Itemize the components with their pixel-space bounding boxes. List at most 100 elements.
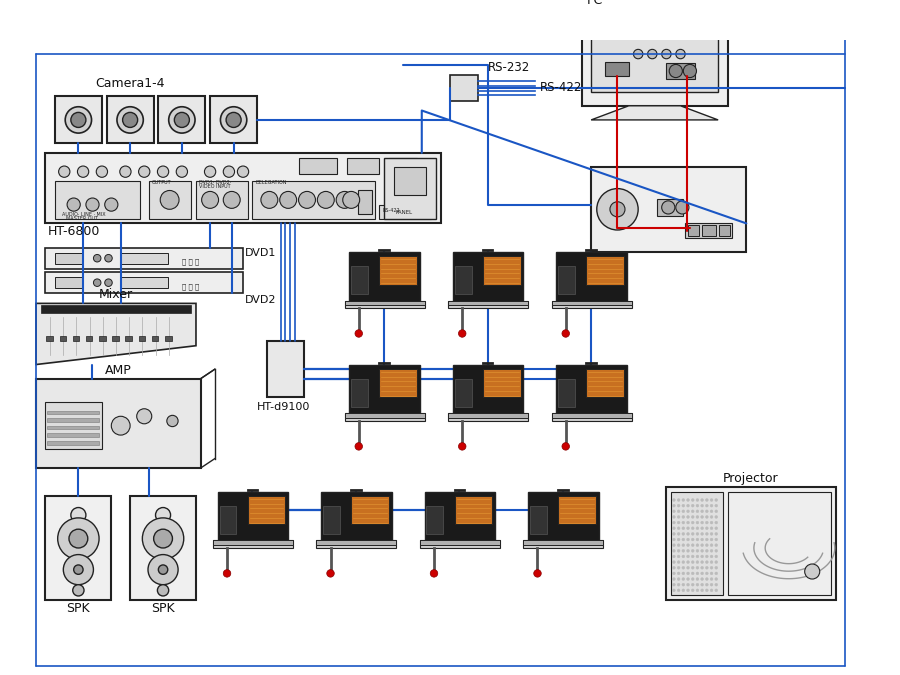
Bar	[152, 336, 158, 341]
Bar	[48, 441, 99, 445]
Bar	[552, 300, 632, 305]
Bar	[252, 181, 374, 219]
Circle shape	[701, 572, 704, 575]
Bar	[427, 506, 444, 534]
Bar	[165, 336, 172, 341]
Circle shape	[715, 555, 717, 558]
Circle shape	[696, 516, 698, 518]
Circle shape	[706, 583, 708, 586]
Circle shape	[682, 544, 685, 547]
Circle shape	[687, 521, 689, 524]
Bar	[99, 336, 105, 341]
Circle shape	[65, 107, 92, 133]
Text: AMP: AMP	[104, 364, 131, 377]
Bar	[380, 256, 417, 285]
Circle shape	[682, 538, 685, 541]
Circle shape	[715, 510, 717, 513]
Circle shape	[696, 583, 698, 586]
Circle shape	[706, 589, 708, 592]
Circle shape	[648, 49, 657, 59]
Bar	[317, 541, 396, 548]
Bar	[380, 205, 431, 219]
Circle shape	[691, 583, 694, 586]
Circle shape	[337, 192, 353, 209]
Bar	[448, 300, 528, 308]
Bar	[55, 277, 83, 288]
Circle shape	[696, 538, 698, 541]
Bar	[358, 190, 372, 214]
Text: DVD1· DVD2·: DVD1· DVD2·	[199, 180, 231, 185]
Bar	[36, 379, 201, 468]
Circle shape	[672, 504, 675, 507]
Circle shape	[691, 549, 694, 552]
Bar	[528, 491, 598, 543]
Circle shape	[168, 107, 195, 133]
Circle shape	[327, 570, 334, 577]
Circle shape	[672, 578, 675, 580]
Bar	[45, 248, 243, 269]
Circle shape	[715, 504, 717, 507]
Circle shape	[696, 544, 698, 547]
Text: AUDIO· LINE · MIX: AUDIO· LINE · MIX	[62, 212, 106, 217]
Bar	[524, 541, 603, 548]
Circle shape	[715, 583, 717, 586]
Circle shape	[672, 583, 675, 586]
Circle shape	[672, 589, 675, 592]
Bar	[587, 369, 624, 398]
Circle shape	[204, 166, 216, 178]
Circle shape	[71, 508, 86, 522]
Circle shape	[280, 192, 297, 209]
Bar	[556, 364, 627, 416]
Text: ⏸ ⏮ ⏭: ⏸ ⏮ ⏭	[182, 259, 199, 265]
Circle shape	[672, 521, 675, 524]
Circle shape	[696, 510, 698, 513]
Bar	[196, 181, 248, 219]
Bar	[349, 364, 420, 416]
Circle shape	[706, 510, 708, 513]
Circle shape	[223, 166, 235, 178]
Bar	[48, 426, 99, 429]
Bar	[345, 414, 425, 418]
Bar	[587, 256, 624, 285]
Text: Projector: Projector	[724, 472, 778, 485]
Circle shape	[687, 583, 689, 586]
Circle shape	[691, 555, 694, 558]
Circle shape	[701, 516, 704, 518]
Circle shape	[687, 566, 689, 569]
Circle shape	[682, 589, 685, 592]
Circle shape	[597, 188, 638, 230]
Circle shape	[682, 510, 685, 513]
Bar	[48, 418, 99, 422]
Bar	[605, 61, 629, 76]
Circle shape	[701, 533, 704, 535]
Circle shape	[166, 415, 178, 427]
Bar	[384, 157, 436, 219]
Circle shape	[715, 526, 717, 530]
Circle shape	[677, 516, 680, 518]
Circle shape	[691, 516, 694, 518]
Circle shape	[706, 566, 708, 569]
Circle shape	[706, 561, 708, 564]
Circle shape	[86, 198, 99, 211]
Circle shape	[715, 533, 717, 535]
Circle shape	[706, 555, 708, 558]
Circle shape	[701, 549, 704, 552]
Circle shape	[696, 549, 698, 552]
Bar	[59, 336, 66, 341]
Text: SPK: SPK	[151, 601, 175, 615]
Bar	[702, 225, 716, 236]
Circle shape	[706, 516, 708, 518]
Circle shape	[58, 518, 99, 560]
Bar	[45, 402, 102, 449]
Circle shape	[682, 583, 685, 586]
Circle shape	[710, 538, 713, 541]
Circle shape	[715, 572, 717, 575]
Bar	[345, 414, 425, 421]
Circle shape	[202, 192, 219, 209]
Text: SPK: SPK	[67, 601, 90, 615]
Circle shape	[710, 510, 713, 513]
Bar	[453, 252, 524, 303]
Circle shape	[682, 504, 685, 507]
Circle shape	[696, 555, 698, 558]
Bar	[552, 300, 632, 308]
